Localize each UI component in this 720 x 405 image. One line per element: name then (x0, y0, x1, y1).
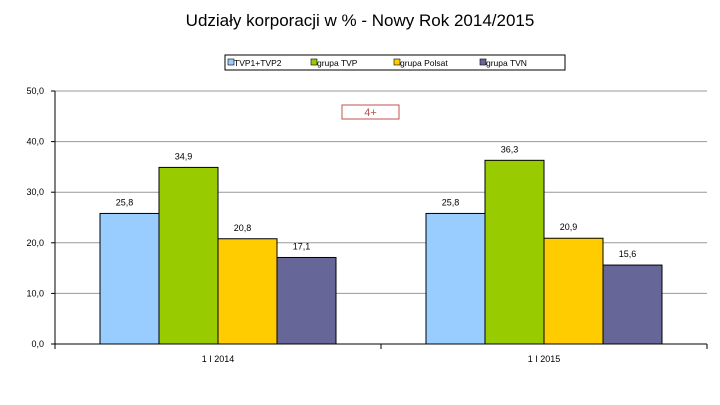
y-tick-label: 10,0 (26, 288, 44, 298)
legend-swatch (227, 58, 235, 66)
y-tick-label: 30,0 (26, 187, 44, 197)
y-tick-label: 20,0 (26, 238, 44, 248)
data-labels: 25,8 34,9 20,8 17,1 25,8 36,3 20,9 15,6 (116, 144, 637, 259)
y-axis: 0,0 10,0 20,0 30,0 40,0 50,0 (26, 86, 56, 349)
data-label: 34,9 (175, 151, 193, 161)
data-label: 20,9 (560, 222, 578, 232)
legend-label: grupa TVP (317, 58, 358, 68)
bar (484, 159, 545, 345)
data-label: 25,8 (116, 197, 134, 207)
legend-swatch (393, 58, 401, 66)
data-label: 36,3 (501, 144, 519, 154)
bar (543, 237, 604, 345)
data-label: 17,1 (293, 241, 311, 251)
bar (158, 166, 219, 345)
legend-label: TVP1+TVP2 (234, 58, 282, 68)
bar (99, 212, 160, 345)
bar (602, 264, 663, 345)
legend-swatch (479, 58, 487, 66)
data-label: 20,8 (234, 223, 252, 233)
bar (217, 238, 278, 345)
legend: TVP1+TVP2 grupa TVP grupa Polsat grupa TVN (227, 58, 527, 68)
x-tick-label: 1 I 2014 (202, 354, 235, 364)
bar (425, 212, 486, 345)
legend-label: grupa Polsat (400, 58, 448, 68)
y-tick-label: 40,0 (26, 137, 44, 147)
y-tick-label: 50,0 (26, 86, 44, 96)
annotation-label: 4+ (364, 107, 377, 119)
annotation-box (341, 104, 400, 120)
legend-label: grupa TVN (486, 58, 527, 68)
bars (99, 159, 663, 345)
x-axis: 1 I 2014 1 I 2015 (54, 343, 708, 364)
data-label: 15,6 (619, 249, 637, 259)
x-tick-label: 1 I 2015 (528, 354, 561, 364)
data-label: 25,8 (442, 197, 460, 207)
bar (276, 256, 337, 345)
legend-swatch (310, 58, 318, 66)
y-tick-label: 0,0 (31, 339, 44, 349)
chart-title: Udziały korporacji w % - Nowy Rok 2014/2… (186, 11, 535, 30)
